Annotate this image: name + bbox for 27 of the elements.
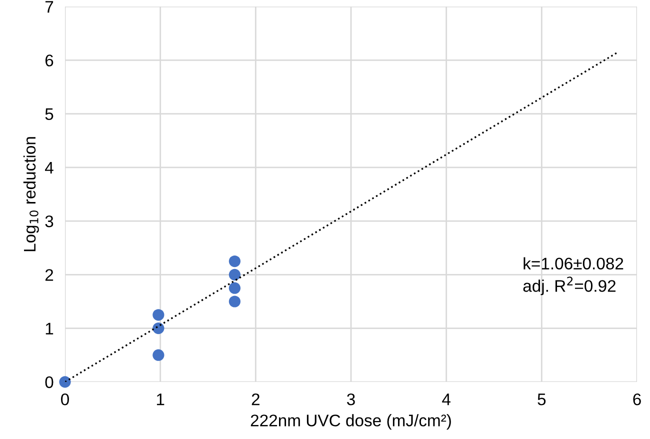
- point: [152, 322, 164, 334]
- annotation: k=1.06±0.082: [524, 257, 624, 270]
- x-tick-label: 0: [61, 393, 69, 406]
- x-tick-label: 5: [538, 394, 546, 406]
- point: [152, 309, 164, 321]
- y-tick-label: 7: [45, 1, 54, 13]
- point: [228, 282, 241, 294]
- x-tick-label: 4: [442, 394, 450, 406]
- y-tick-label: 5: [45, 108, 54, 120]
- y-tick-label: 2: [45, 269, 54, 281]
- y-tick-label: 1: [46, 322, 54, 334]
- point: [228, 255, 241, 268]
- point: [228, 296, 241, 308]
- y-axis-title: Log$_{10}$ reduction: [23, 137, 39, 252]
- point: [59, 376, 71, 388]
- x-tick-label: 1: [156, 394, 164, 406]
- x-axis-title: 222nm UVC dose (mJ/cm²): [250, 414, 451, 430]
- y-tick-label: 0: [45, 376, 54, 388]
- point: [152, 349, 164, 361]
- x-tick-label: 6: [633, 393, 641, 406]
- x-tick-label: 2: [252, 393, 260, 406]
- annotation: adj. R$^{2}$=0.92: [523, 276, 616, 296]
- x-tick-label: 3: [347, 393, 355, 406]
- y-tick-label: 6: [45, 54, 54, 66]
- y-tick-label: 3: [45, 215, 54, 228]
- point: [228, 268, 241, 280]
- y-tick-label: 4: [45, 162, 54, 174]
